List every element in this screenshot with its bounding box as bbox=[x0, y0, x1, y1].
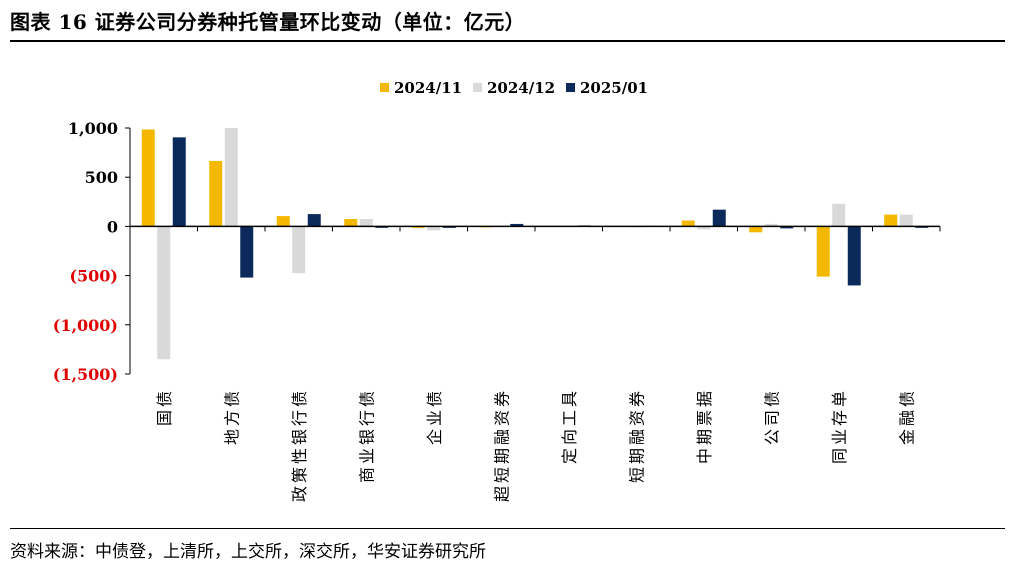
y-tick-label: 500 bbox=[85, 168, 118, 187]
category-label: 地方债 bbox=[222, 388, 241, 445]
y-tick-label: (1,000) bbox=[53, 316, 118, 335]
bar bbox=[884, 214, 898, 227]
bar bbox=[240, 226, 254, 278]
legend-label: 2024/11 bbox=[394, 79, 462, 97]
source-rule bbox=[10, 528, 1005, 529]
bar bbox=[832, 203, 846, 227]
bar bbox=[307, 214, 321, 227]
bar bbox=[749, 226, 763, 233]
bar bbox=[764, 223, 778, 227]
bar bbox=[344, 219, 358, 227]
category-label: 定向工具 bbox=[560, 388, 579, 464]
category-label: 企业债 bbox=[425, 388, 444, 445]
bar bbox=[172, 137, 186, 227]
y-tick-label: (500) bbox=[69, 267, 118, 286]
category-label: 金融债 bbox=[897, 388, 916, 445]
category-label: 商业银行债 bbox=[357, 388, 376, 483]
category-label: 同业存单 bbox=[830, 388, 849, 464]
bar-chart: 1,000 500 0 (500) (1,000) (1,500) 国债 地方债 政策性银行债 商… bbox=[53, 79, 941, 502]
legend-swatch bbox=[473, 83, 482, 92]
bar bbox=[816, 226, 830, 277]
bar bbox=[780, 226, 794, 229]
legend-swatch bbox=[566, 83, 575, 92]
category-label: 政策性银行债 bbox=[290, 388, 309, 502]
title-underline bbox=[10, 40, 1005, 42]
bar bbox=[712, 209, 726, 227]
bar bbox=[899, 214, 913, 227]
bar bbox=[359, 219, 373, 227]
bar bbox=[847, 226, 861, 286]
bar bbox=[157, 226, 171, 360]
category-label: 超短期融资券 bbox=[492, 388, 511, 502]
bar bbox=[510, 223, 524, 227]
bar bbox=[141, 129, 155, 227]
legend-label: 2024/12 bbox=[487, 79, 555, 97]
category-label: 公司债 bbox=[762, 388, 781, 445]
bar bbox=[224, 128, 238, 227]
bar bbox=[697, 226, 711, 230]
bar bbox=[209, 160, 223, 227]
bar bbox=[681, 220, 695, 227]
bar bbox=[427, 226, 441, 231]
figure-title: 图表 16 证券公司分券种托管量环比变动（单位：亿元） bbox=[10, 10, 526, 34]
y-tick-label: 0 bbox=[107, 217, 118, 236]
source-note: 资料来源：中债登，上清所，上交所，深交所，华安证券研究所 bbox=[10, 542, 486, 562]
bar bbox=[292, 226, 306, 274]
legend-label: 2025/01 bbox=[580, 79, 648, 97]
category-label: 短期融资券 bbox=[627, 388, 646, 483]
category-label: 中期票据 bbox=[695, 388, 714, 464]
legend-swatch bbox=[380, 83, 389, 92]
y-tick-label: 1,000 bbox=[68, 119, 118, 138]
bar bbox=[276, 216, 290, 227]
category-label: 国债 bbox=[155, 388, 174, 426]
y-tick-label: (1,500) bbox=[53, 365, 118, 384]
